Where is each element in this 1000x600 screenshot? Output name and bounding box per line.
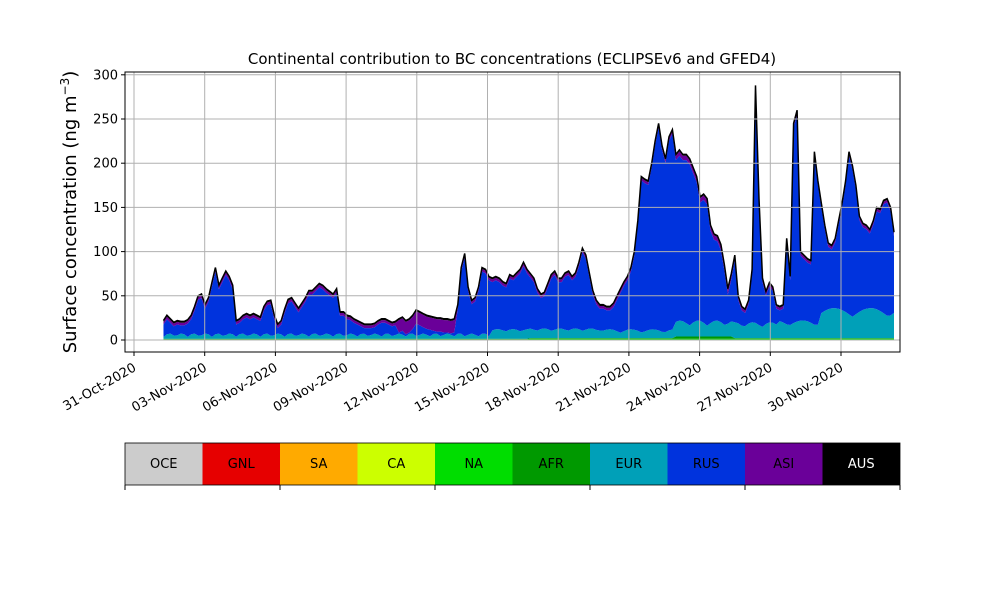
legend-label-rus: RUS — [693, 457, 720, 472]
x-tick-label: 12-Nov-2020 — [342, 360, 422, 415]
total-line — [162, 85, 895, 326]
y-tick-label: 150 — [93, 201, 118, 216]
legend-label-ca: CA — [387, 457, 405, 472]
legend-label-aus: AUS — [848, 457, 875, 472]
legend-swatch-oce — [125, 443, 203, 485]
legend-frame — [124, 442, 901, 486]
series-afr-area — [163, 336, 895, 340]
legend-swatch-na — [435, 443, 513, 485]
y-tick-label: 200 — [93, 157, 118, 172]
x-tick-label: 15-Nov-2020 — [412, 360, 492, 415]
legend-label-asi: ASI — [773, 457, 794, 472]
legend-swatch-sa — [280, 443, 358, 485]
y-tick-label: 300 — [93, 68, 118, 83]
y-tick-label: 0 — [110, 334, 118, 349]
x-tick-label: 30-Nov-2020 — [766, 360, 846, 415]
legend-label-sa: SA — [310, 457, 327, 472]
x-tick-label: 31-Oct-2020 — [61, 360, 139, 414]
x-tick-label: 18-Nov-2020 — [483, 360, 563, 415]
legend-label-na: NA — [464, 457, 483, 472]
legend-swatch-ca — [357, 443, 435, 485]
legend-swatch-afr — [512, 443, 590, 485]
x-tick-label: 27-Nov-2020 — [695, 360, 775, 415]
y-tick-label: 100 — [93, 245, 118, 260]
y-axis-label: Surface concentration (ng m−3) — [58, 71, 81, 354]
x-tick-label: 06-Nov-2020 — [200, 360, 280, 415]
plot-frame — [124, 71, 901, 353]
y-tick-label: 250 — [93, 113, 118, 128]
legend-swatch-asi — [745, 443, 823, 485]
legend-swatch-gnl — [202, 443, 280, 485]
x-tick-label: 09-Nov-2020 — [271, 360, 351, 415]
series-eur-area — [163, 308, 895, 339]
legend-label-oce: OCE — [150, 457, 178, 472]
plot-area — [162, 85, 895, 340]
legend-label-afr: AFR — [539, 457, 564, 472]
x-tick-label: 24-Nov-2020 — [624, 360, 704, 415]
x-tick-label: 21-Nov-2020 — [554, 360, 634, 415]
x-tick-label: 03-Nov-2020 — [129, 360, 209, 415]
legend-swatch-aus — [822, 443, 900, 485]
y-tick-label: 50 — [101, 289, 118, 304]
series-rus-area — [163, 89, 895, 338]
legend-label-gnl: GNL — [228, 457, 256, 472]
legend-label-eur: EUR — [615, 457, 642, 472]
chart-title: Continental contribution to BC concentra… — [248, 50, 776, 68]
legend-swatch-rus — [667, 443, 745, 485]
legend-swatch-eur — [590, 443, 668, 485]
legend: OCE GNL SA CA NA AFR EUR RUS ASI AUS — [124, 442, 901, 490]
axes: 0 50 100 150 200 250 300 31-Oct-202003-Nov-2020… — [61, 68, 901, 415]
